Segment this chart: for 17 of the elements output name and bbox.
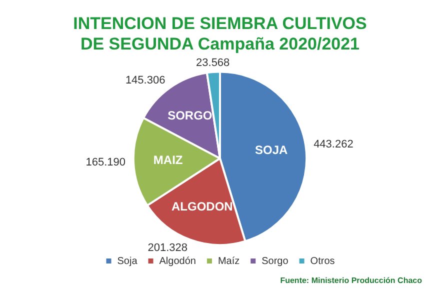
data-label: 165.190: [86, 156, 126, 169]
data-label: 23.568: [196, 57, 230, 70]
legend-label: Soja: [117, 256, 138, 267]
text: ALGODON: [171, 200, 233, 214]
text: SOJA: [255, 143, 288, 158]
data-label: 443.262: [314, 138, 354, 150]
legend-label: Maíz: [218, 256, 240, 267]
data-label: 201.328: [148, 242, 188, 254]
chart-title: INTENCION DE SIEMBRA CULTIVOS: [73, 14, 367, 33]
data-label: 145.306: [125, 74, 166, 86]
text: SORGO: [168, 108, 212, 122]
source-note: Fuente: Ministerio Producción Chaco: [279, 276, 423, 285]
text: MAIZ: [153, 152, 183, 167]
chart-subtitle: DE SEGUNDA Campaña 2020/2021: [80, 34, 360, 54]
legend-label: Algodón: [159, 256, 196, 267]
legend-label: Otros: [310, 256, 335, 267]
legend-label: Sorgo: [262, 256, 289, 267]
